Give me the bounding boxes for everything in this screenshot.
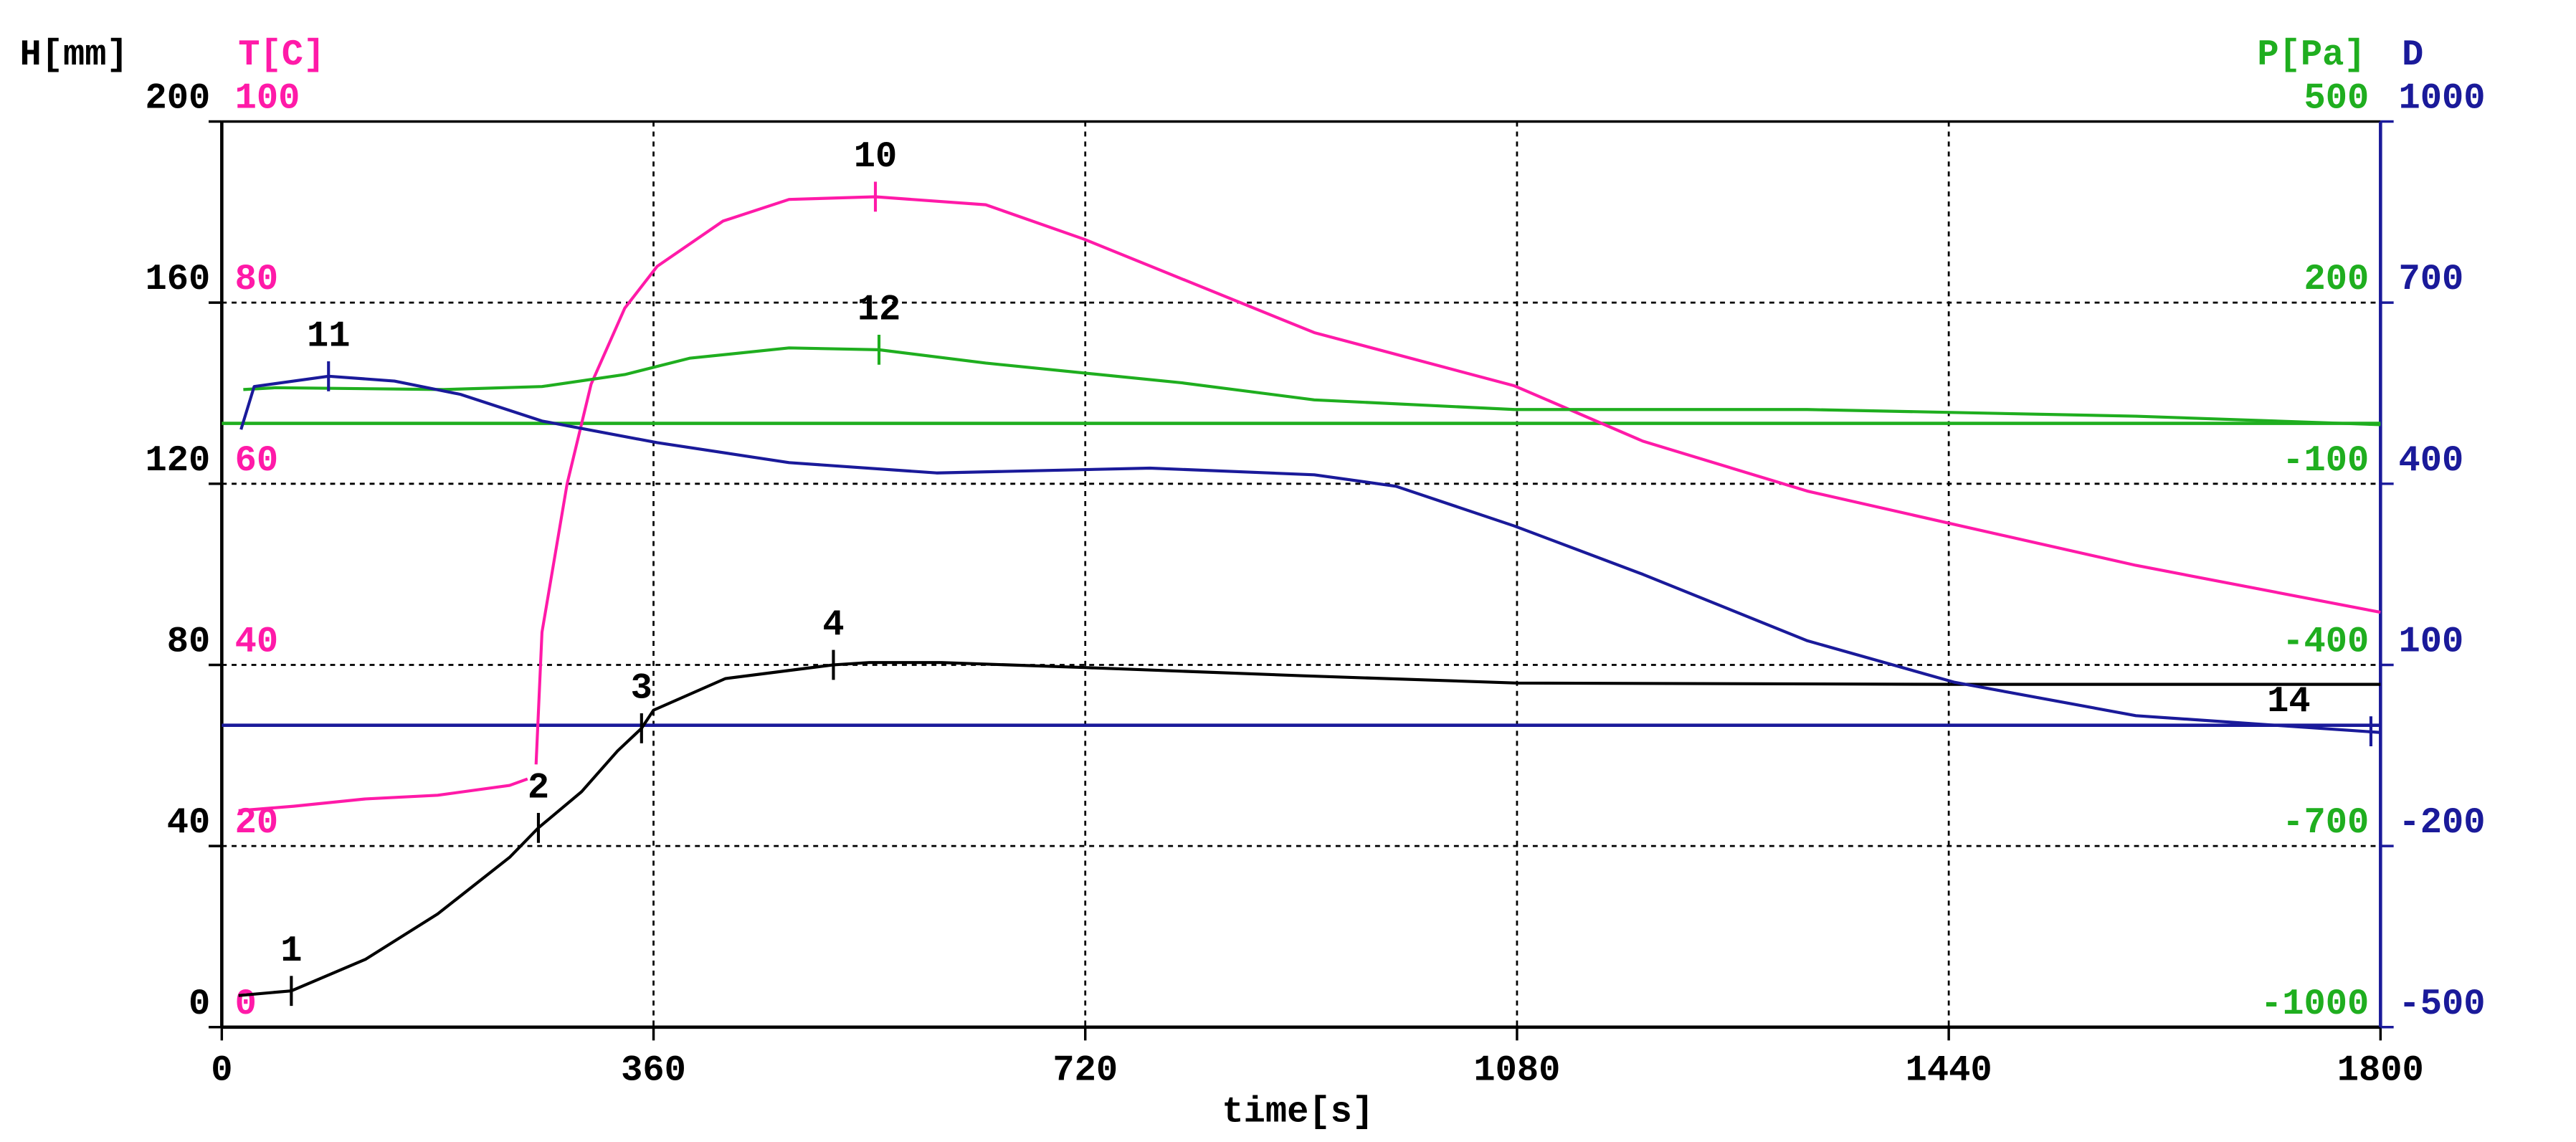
marker-label: 14 xyxy=(2267,682,2311,723)
y-tick-label: 120 xyxy=(146,441,211,482)
y-tick-label: 400 xyxy=(2399,441,2464,482)
y-tick-label: 200 xyxy=(2304,260,2370,300)
series-line xyxy=(238,195,2381,812)
y-tick-label: 100 xyxy=(2399,622,2464,662)
y-tick-label: -200 xyxy=(2399,803,2486,844)
y-tick-label: -100 xyxy=(2282,441,2369,482)
y-tick-label: 80 xyxy=(235,260,279,300)
y-tick-label: 500 xyxy=(2304,78,2370,119)
marker-label: 2 xyxy=(528,768,549,809)
marker-label: 3 xyxy=(631,668,652,709)
x-tick-label: 1440 xyxy=(1906,1050,1992,1091)
y-tick-label: 0 xyxy=(189,984,210,1024)
y-tick-label: 160 xyxy=(146,260,211,300)
y-axis-title: D xyxy=(2402,35,2423,76)
y-tick-label: -400 xyxy=(2282,622,2369,662)
y-axis-title: P[Pa] xyxy=(2257,35,2365,76)
x-tick-label: 0 xyxy=(211,1050,232,1091)
series-line xyxy=(239,374,2381,734)
marker-label: 4 xyxy=(822,605,844,646)
y-axis-title: T[C] xyxy=(238,35,325,76)
series-line xyxy=(238,661,2381,997)
x-tick-label: 1080 xyxy=(1473,1050,1560,1091)
x-tick-label: 360 xyxy=(621,1050,686,1091)
marker-label: 1 xyxy=(280,931,302,972)
marker-label: 10 xyxy=(854,137,898,178)
y-tick-label: 40 xyxy=(235,622,279,662)
x-axis-title: time[s] xyxy=(1222,1092,1374,1133)
y-tick-label: -700 xyxy=(2282,803,2369,844)
y-tick-label: 80 xyxy=(167,622,211,662)
y-tick-label: 60 xyxy=(235,441,279,482)
marker-label: 12 xyxy=(857,290,901,330)
y-axis-title: H[mm] xyxy=(19,35,128,76)
y-tick-label: -1000 xyxy=(2261,984,2369,1024)
y-tick-label: 100 xyxy=(235,78,300,119)
y-tick-label: 0 xyxy=(235,984,257,1024)
marker-label: 11 xyxy=(307,316,351,357)
x-tick-label: 1800 xyxy=(2337,1050,2424,1091)
y-tick-label: 1000 xyxy=(2399,78,2486,119)
x-tick-label: 720 xyxy=(1052,1050,1118,1091)
y-tick-label: 200 xyxy=(146,78,211,119)
y-tick-label: 700 xyxy=(2399,260,2464,300)
y-tick-label: 40 xyxy=(167,803,211,844)
y-tick-label: -500 xyxy=(2399,984,2486,1024)
